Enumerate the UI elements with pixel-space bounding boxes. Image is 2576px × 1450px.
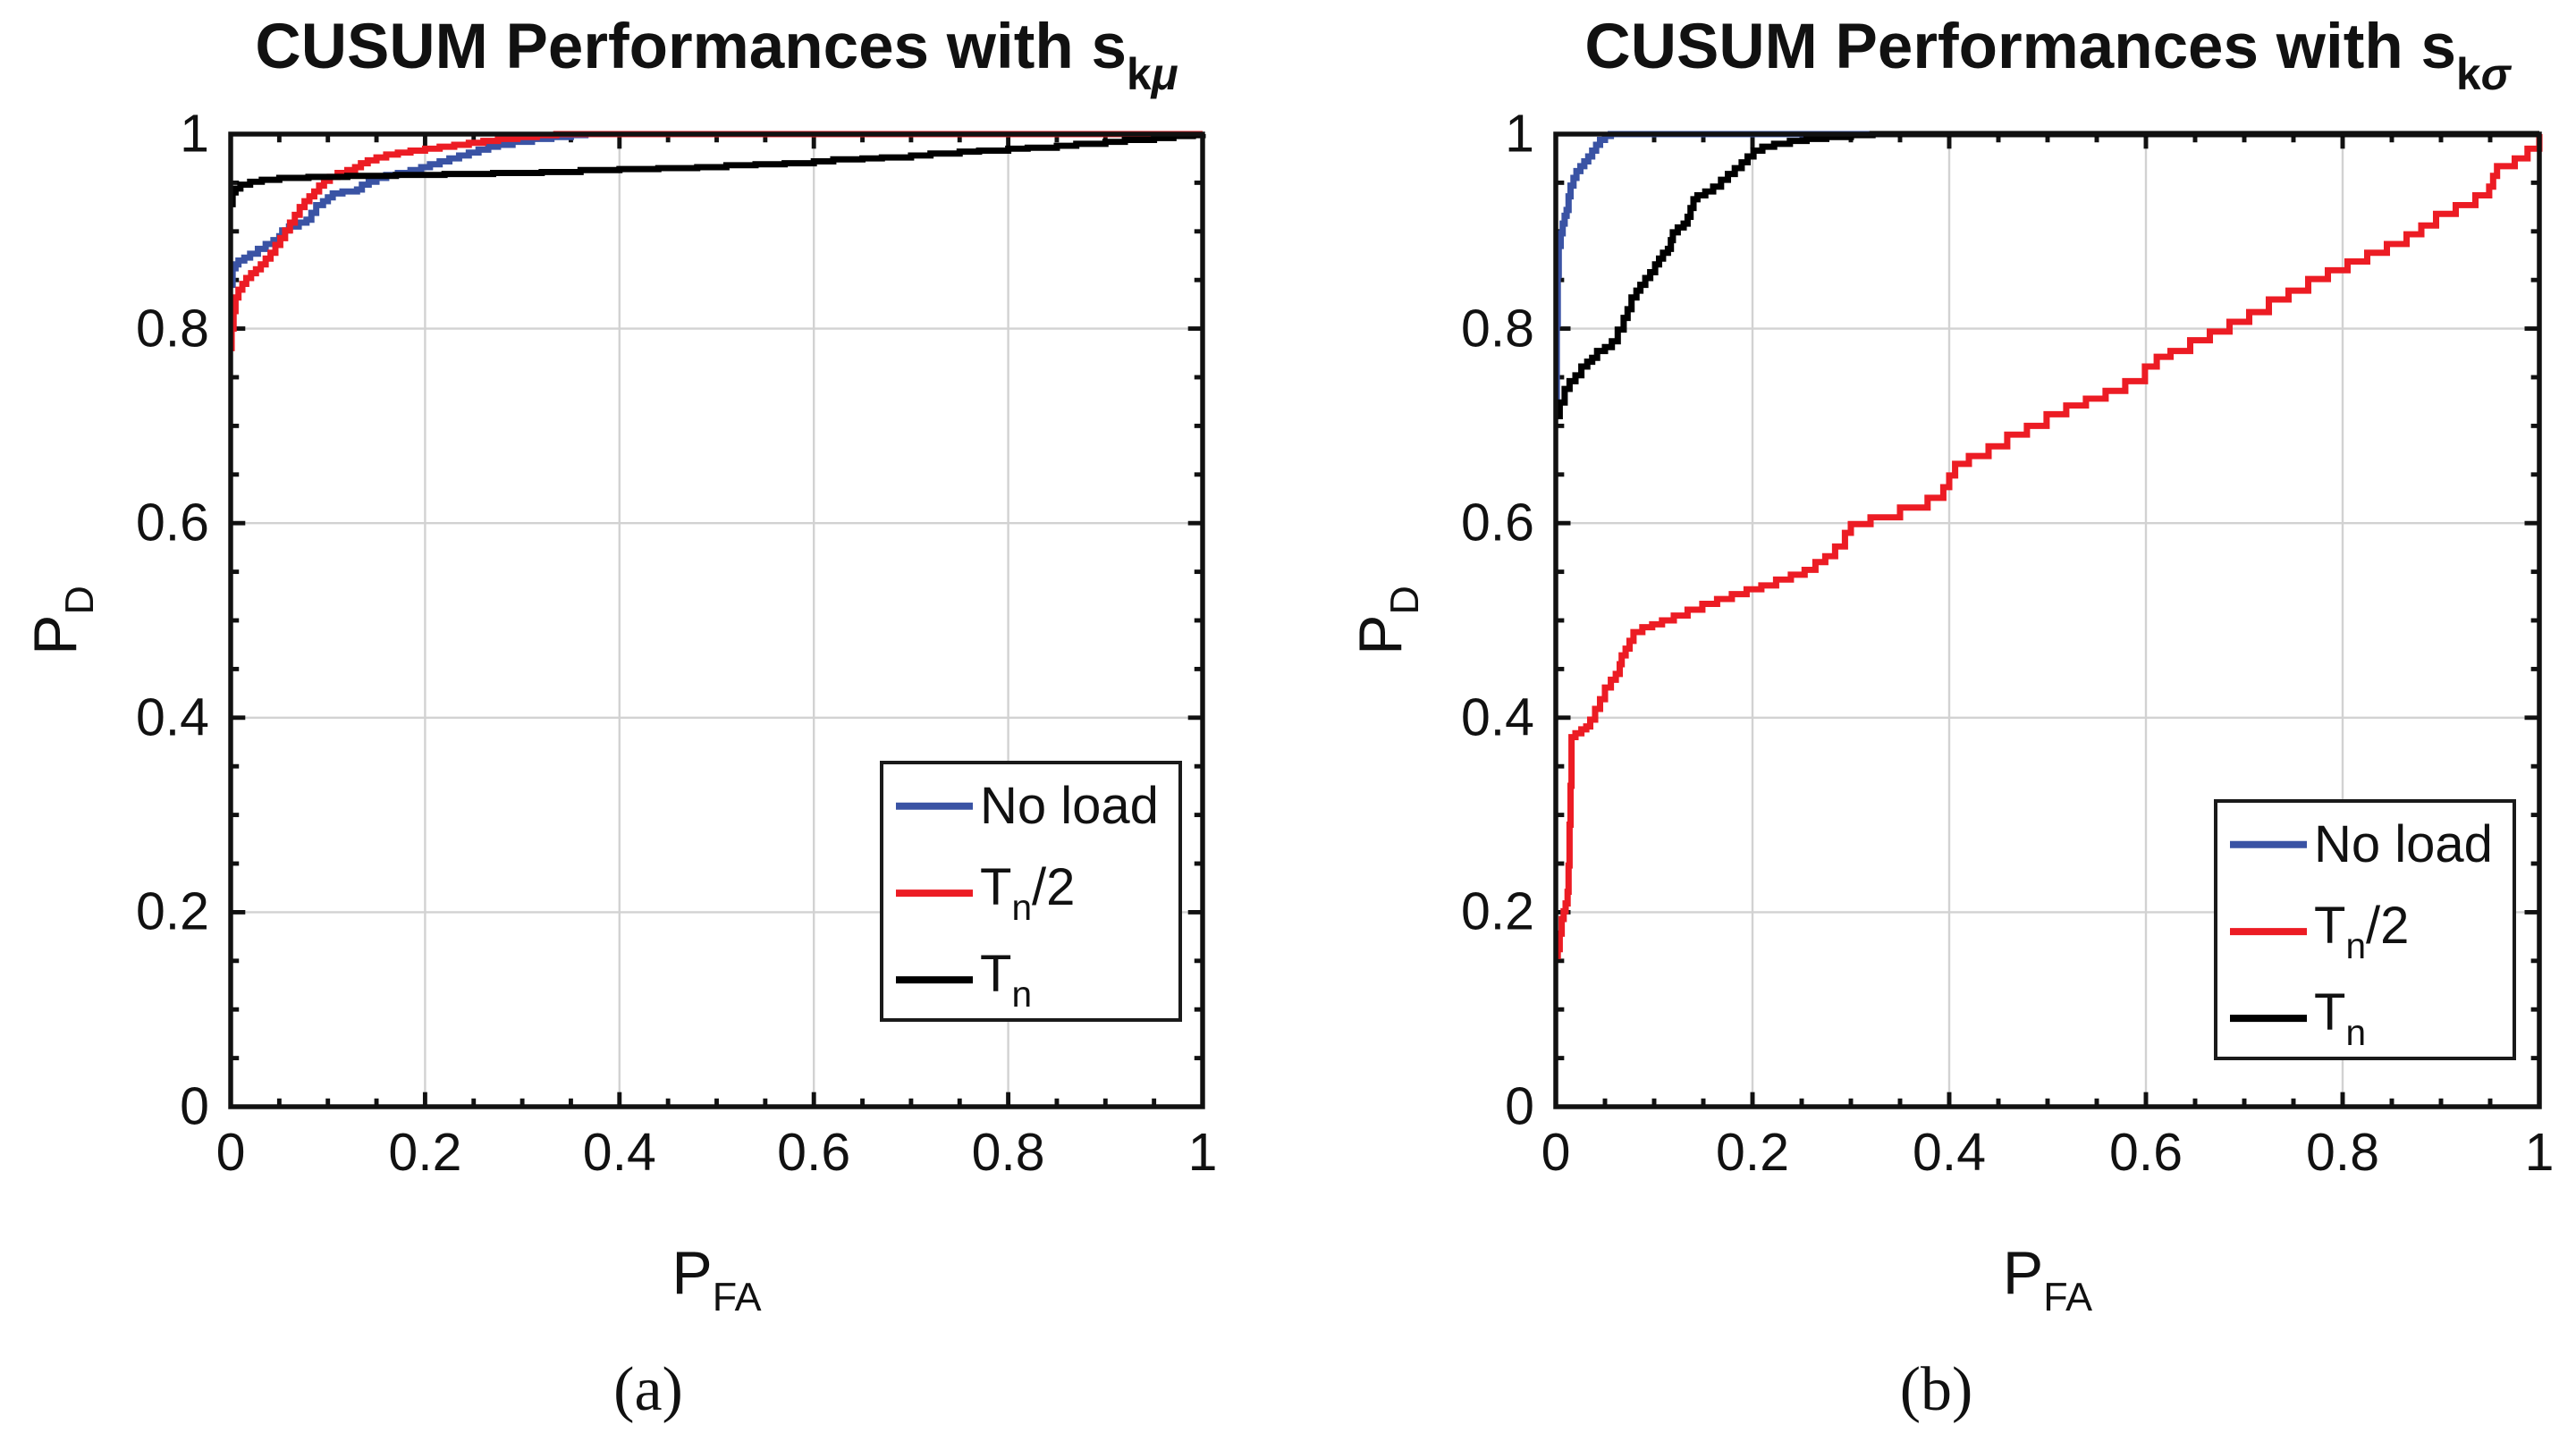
y-tick-label: 0.2 (1460, 881, 1534, 941)
legend-label: No load (2314, 814, 2493, 873)
x-tick-label: 0.4 (582, 1123, 656, 1182)
y-tick-label: 0 (180, 1076, 209, 1136)
y-tick-label: 0.8 (135, 299, 209, 358)
x-tick-label: 0 (1541, 1123, 1571, 1182)
roc-curve-t-n (229, 131, 1206, 207)
legend-line-swatch (896, 889, 973, 897)
y-tick-label: 0.6 (135, 493, 209, 552)
y-axis-label: PD (21, 586, 102, 655)
chart-title: CUSUM Performances with skμ (255, 12, 1178, 99)
x-tick-label: 0.2 (388, 1123, 462, 1182)
roc-curve-t-n-2 (228, 131, 1203, 351)
y-tick-label: 0.8 (1460, 299, 1534, 358)
legend-item: No load (896, 774, 1159, 839)
y-tick-label: 0.6 (1460, 493, 1534, 552)
legend-label: Tn/2 (980, 858, 1076, 929)
y-tick-label: 0 (1505, 1076, 1534, 1136)
y-tick-label: 0.2 (135, 881, 209, 941)
legend-label: Tn/2 (2314, 897, 2410, 967)
x-tick-label: 0.8 (971, 1123, 1045, 1182)
legend-item: Tn (2230, 981, 2366, 1056)
x-tick-label: 0.6 (777, 1123, 851, 1182)
legend-line-swatch (896, 803, 973, 810)
subfigure-caption-b: (b) (1899, 1355, 1973, 1424)
roc-curve-t-n-2 (1554, 134, 2543, 959)
x-tick-label: 0.4 (1912, 1123, 1987, 1182)
legend-item: Tn/2 (2230, 894, 2409, 969)
x-axis-label: PFA (2002, 1239, 2093, 1319)
y-tick-label: 1 (1505, 104, 1534, 164)
chart-title: CUSUM Performances with skσ (1584, 12, 2511, 99)
subfigure-caption-a: (a) (613, 1355, 683, 1424)
x-tick-label: 0.8 (2305, 1123, 2380, 1182)
y-tick-label: 0.4 (135, 687, 209, 747)
legend-line-swatch (2230, 841, 2307, 848)
legend-line-swatch (896, 976, 973, 983)
roc-curve-no-load (1553, 131, 2539, 410)
legend-item: No load (2230, 813, 2493, 878)
legend-label: Tn (980, 945, 1033, 1016)
plot-area: CUSUM Performances with skσ PD PFA 0 0.2 0… (1347, 12, 2554, 1316)
plot-area: CUSUM Performances with skμ PD PFA 0 0.2 0… (21, 12, 1217, 1316)
legend: No load Tn/2 Tn (880, 761, 1182, 1022)
x-tick-label: 0 (215, 1123, 246, 1182)
x-tick-label: 0.2 (1715, 1123, 1790, 1182)
y-tick-label: 0.4 (1460, 687, 1534, 747)
roc-plot (1553, 131, 2543, 1109)
legend: No load Tn/2 Tn (2214, 799, 2516, 1060)
legend-line-swatch (2230, 928, 2307, 935)
roc-curve-no-load (229, 131, 1203, 289)
x-axis-label: PFA (671, 1239, 762, 1319)
panel-b: CUSUM Performances with skσ PD PFA 0 0.2 0… (1296, 0, 2576, 1450)
y-axis-label: PD (1347, 586, 1427, 655)
legend-label: Tn (2314, 983, 2367, 1054)
x-tick-label: 0.6 (2108, 1123, 2183, 1182)
roc-curve-t-n (1556, 131, 2539, 420)
legend-label: No load (980, 776, 1159, 835)
y-tick-label: 1 (180, 104, 209, 164)
roc-plot (228, 131, 1206, 1109)
x-tick-label: 1 (1187, 1123, 1218, 1182)
legend-item: Tn (896, 942, 1032, 1017)
legend-item: Tn/2 (896, 856, 1075, 931)
x-tick-label: 1 (2524, 1123, 2555, 1182)
panel-a: CUSUM Performances with skμ PD PFA 0 0.2 0… (21, 12, 1217, 1424)
legend-line-swatch (2230, 1015, 2307, 1022)
